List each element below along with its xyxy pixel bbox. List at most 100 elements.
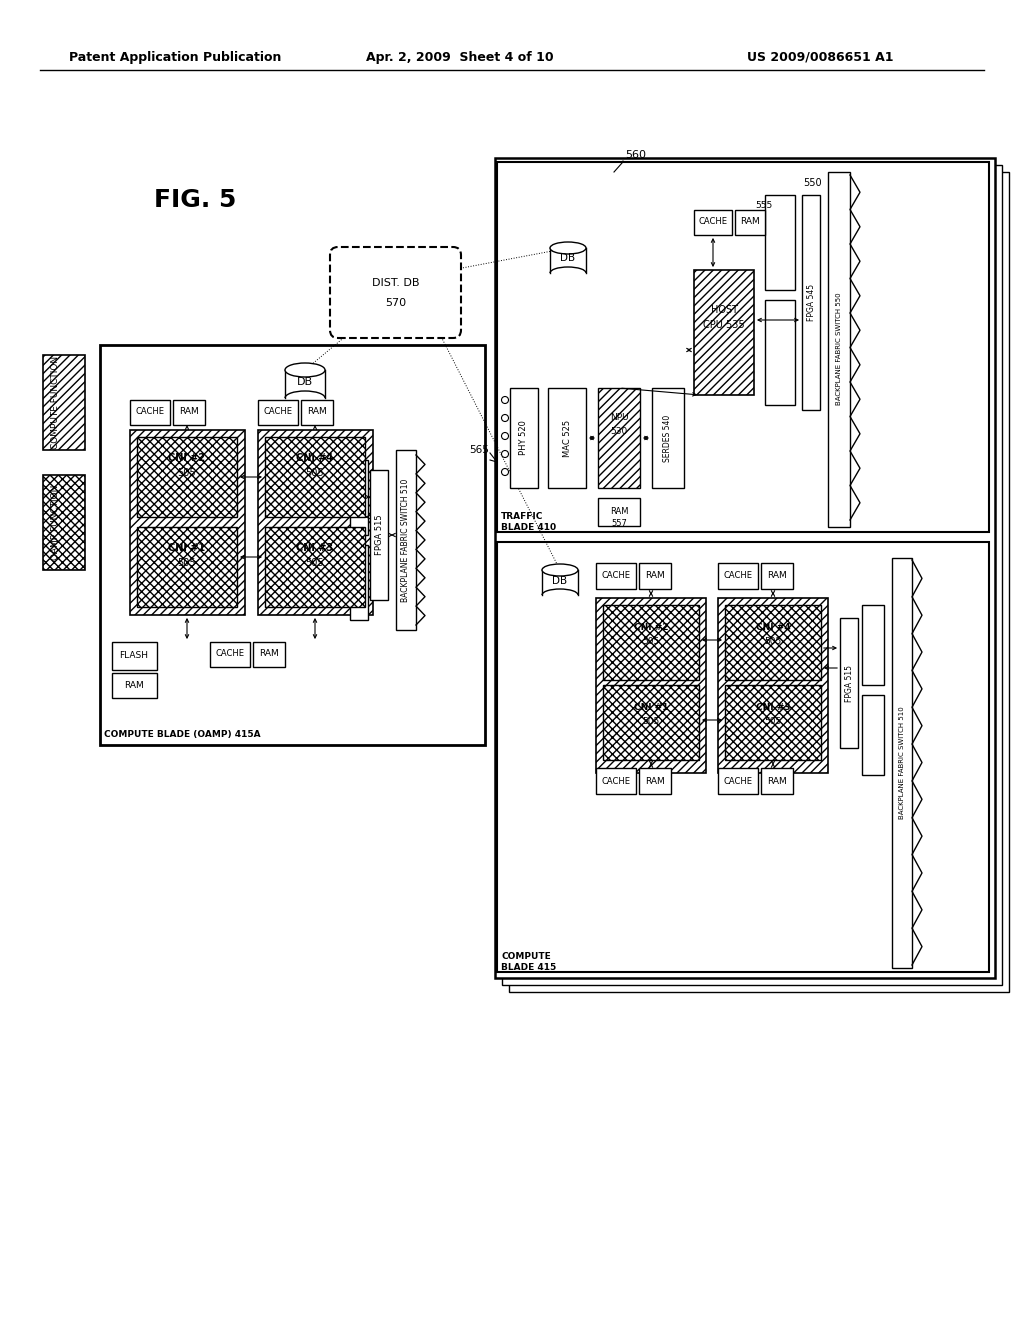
Bar (497, 543, 989, 972)
FancyBboxPatch shape (330, 247, 461, 338)
Bar (43, 475, 85, 570)
Text: BACKPLANE FABRIC SWITCH 510: BACKPLANE FABRIC SWITCH 510 (401, 478, 411, 602)
Text: 505: 505 (178, 558, 197, 568)
Bar (502, 165, 1002, 985)
Text: CACHE: CACHE (601, 776, 631, 785)
Ellipse shape (285, 363, 325, 378)
Text: CACHE: CACHE (698, 218, 727, 227)
Bar (761, 564, 793, 589)
Bar (265, 527, 365, 607)
Text: CACHE: CACHE (215, 649, 245, 659)
Bar (509, 172, 1009, 993)
Text: RAM: RAM (124, 681, 144, 689)
Text: RAM: RAM (609, 507, 629, 516)
Text: TRAFFIC
BLADE 410: TRAFFIC BLADE 410 (501, 512, 556, 532)
Text: 570: 570 (385, 298, 407, 308)
Text: RAM: RAM (259, 649, 279, 659)
Bar (350, 459, 368, 535)
Text: DIST. DB: DIST. DB (372, 279, 419, 288)
Text: 505: 505 (642, 718, 659, 726)
Text: 505: 505 (306, 558, 325, 568)
Ellipse shape (502, 414, 509, 421)
Ellipse shape (502, 396, 509, 404)
Bar (173, 400, 205, 425)
Bar (130, 400, 170, 425)
Bar (370, 470, 388, 601)
Text: HOST: HOST (711, 305, 737, 315)
Bar (862, 605, 884, 685)
Text: FPGA 515: FPGA 515 (375, 515, 384, 556)
Text: CNI #2: CNI #2 (168, 453, 206, 463)
Bar (301, 400, 333, 425)
Text: RAM: RAM (767, 776, 786, 785)
Text: 555: 555 (755, 201, 772, 210)
Text: BACKPLANE FABRIC SWITCH 510: BACKPLANE FABRIC SWITCH 510 (899, 706, 905, 820)
Text: CACHE: CACHE (724, 776, 753, 785)
Text: 505: 505 (306, 469, 325, 478)
Text: COMPUTE BLADE (OAMP) 415A: COMPUTE BLADE (OAMP) 415A (104, 730, 261, 739)
Bar (548, 388, 586, 488)
Text: DB: DB (560, 253, 575, 263)
Text: FIG. 5: FIG. 5 (154, 187, 237, 213)
Bar (112, 642, 157, 671)
Bar (100, 345, 485, 744)
Bar (350, 545, 368, 620)
Bar (603, 605, 699, 680)
Text: CNI #1: CNI #1 (634, 704, 669, 713)
Bar (596, 598, 706, 774)
Text: 505: 505 (764, 638, 781, 647)
Bar (137, 437, 237, 517)
Ellipse shape (542, 564, 578, 576)
Text: BACKPLANE FABRIC SWITCH 550: BACKPLANE FABRIC SWITCH 550 (836, 293, 842, 405)
Bar (510, 388, 538, 488)
Text: CNI #2: CNI #2 (634, 623, 669, 632)
Text: DB: DB (552, 576, 567, 586)
Bar (596, 564, 636, 589)
Text: FLASH: FLASH (120, 652, 148, 660)
Text: 505: 505 (642, 638, 659, 647)
Bar (765, 300, 795, 405)
Bar (497, 162, 989, 532)
Bar (694, 210, 732, 235)
Bar (718, 564, 758, 589)
Text: DB: DB (297, 378, 313, 387)
Bar (892, 558, 912, 968)
Bar (253, 642, 285, 667)
Bar (130, 430, 245, 615)
Bar (598, 388, 640, 488)
Bar (258, 400, 298, 425)
Bar (802, 195, 820, 411)
Text: 565: 565 (469, 445, 489, 455)
Text: SERDES 540: SERDES 540 (664, 414, 673, 462)
Text: CNI #3: CNI #3 (756, 704, 791, 713)
Ellipse shape (502, 433, 509, 440)
Bar (265, 437, 365, 517)
Text: NPU: NPU (609, 413, 629, 422)
Bar (603, 685, 699, 760)
Bar (210, 642, 250, 667)
Bar (828, 172, 850, 527)
Bar (840, 618, 858, 748)
Bar (596, 768, 636, 795)
Bar (112, 673, 157, 698)
Bar (639, 564, 671, 589)
Text: RAM: RAM (740, 218, 760, 227)
Text: FPGA 515: FPGA 515 (845, 664, 853, 701)
Text: FPGA 545: FPGA 545 (807, 284, 815, 321)
Text: CACHE: CACHE (724, 572, 753, 581)
Text: RAM: RAM (179, 408, 199, 417)
Text: RAM: RAM (767, 572, 786, 581)
Text: CACHE: CACHE (263, 408, 293, 417)
Bar (43, 355, 85, 450)
Bar (639, 768, 671, 795)
Bar (718, 768, 758, 795)
Text: PHY 520: PHY 520 (519, 421, 528, 455)
Text: CACHE: CACHE (135, 408, 165, 417)
Text: CPU 535: CPU 535 (703, 319, 744, 330)
Bar (495, 158, 995, 978)
Bar (761, 768, 793, 795)
Ellipse shape (502, 469, 509, 475)
Text: COMPUTE
BLADE 415: COMPUTE BLADE 415 (501, 952, 556, 972)
Bar (258, 430, 373, 615)
Text: 530: 530 (610, 428, 628, 437)
